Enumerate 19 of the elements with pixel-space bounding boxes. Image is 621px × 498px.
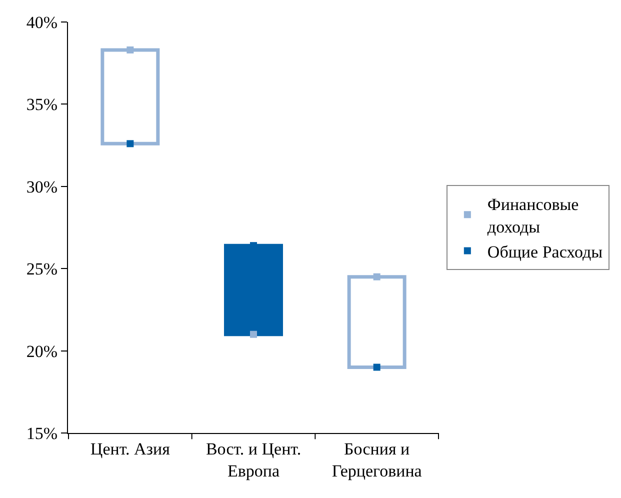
y-tick-label: 15%: [26, 424, 58, 443]
y-tick-label: 25%: [26, 260, 58, 279]
candlestick: [100, 48, 160, 146]
y-tick-label: 30%: [26, 177, 58, 196]
point: [126, 140, 134, 148]
x-tick-label: Вост. и Цент. Европа: [206, 439, 302, 480]
legend-label: Финансовые доходы: [487, 195, 579, 236]
point: [373, 364, 380, 371]
point: [373, 273, 380, 280]
candlestick: [347, 275, 406, 369]
x-tick-label: Цент. Азия: [90, 439, 170, 458]
y-tick-label: 20%: [26, 342, 58, 361]
y-tick-label: 35%: [26, 95, 58, 114]
point: [250, 330, 257, 338]
point: [126, 46, 134, 54]
candlestick: [224, 244, 283, 336]
x-tick-label: Босния и Герцеговина: [332, 439, 422, 480]
y-tick-label: 40%: [26, 12, 58, 32]
legend-label: Общие Расходы: [487, 242, 604, 262]
